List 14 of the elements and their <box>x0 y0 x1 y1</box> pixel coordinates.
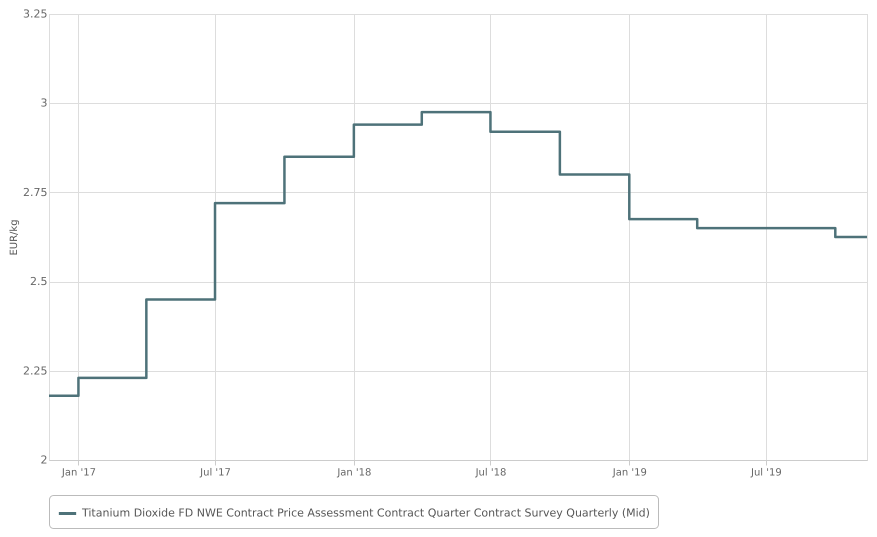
x-tick-label: Jul '18 <box>474 468 506 478</box>
legend-label: Titanium Dioxide FD NWE Contract Price Assessment Contract Quarter Contract Survey Quarterly (Mid) <box>81 506 650 520</box>
y-tick-label: 3.25 <box>23 8 48 20</box>
y-tick-label: 2.75 <box>23 186 48 199</box>
x-tick-label: Jan '19 <box>612 468 647 478</box>
x-tick-label: Jul '17 <box>199 468 231 478</box>
x-tick-label: Jul '19 <box>750 468 782 478</box>
y-axis-title: EUR/kg <box>9 219 20 256</box>
y-tick-label: 2.5 <box>30 275 48 288</box>
y-tick-label: 2.25 <box>23 364 48 378</box>
y-tick-label: 2 <box>40 454 48 466</box>
y-tick-label: 3 <box>40 96 48 110</box>
x-tick-label: Jan '17 <box>60 468 96 478</box>
x-tick-label: Jan '18 <box>336 468 372 478</box>
